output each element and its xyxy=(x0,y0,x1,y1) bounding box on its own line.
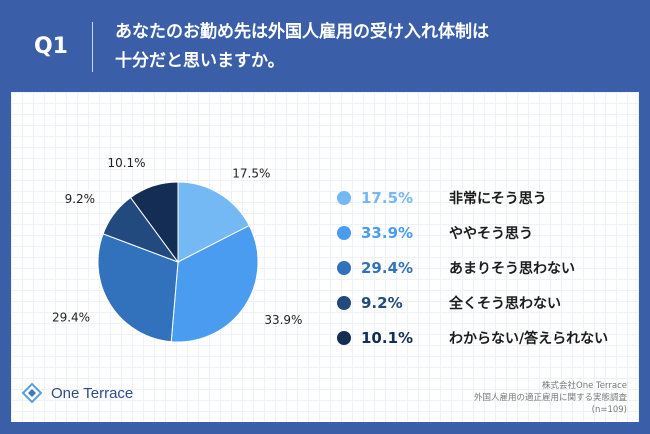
chart-legend: 17.5% 非常にそう思う 33.9% ややそう思う 29.4% あまりそう思わない 9.2… xyxy=(337,180,608,355)
pie-data-label-2: 29.4% xyxy=(52,311,90,325)
pie-slice-2 xyxy=(97,233,179,343)
legend-item-2: 29.4% あまりそう思わない xyxy=(337,250,608,285)
question-title-line-1: あなたのお勤め先は外国人雇用の受け入れ体制は xyxy=(115,22,489,42)
legend-swatch-0 xyxy=(337,190,351,205)
pie-slice-1 xyxy=(170,224,259,343)
source-sample-size: (n=109) xyxy=(591,405,627,415)
legend-item-0: 17.5% 非常にそう思う xyxy=(337,180,608,215)
pie-data-label-0: 17.5% xyxy=(232,166,270,180)
legend-swatch-2 xyxy=(337,260,351,275)
legend-value-0: 17.5% xyxy=(361,188,414,207)
pie-slice-4 xyxy=(129,181,179,264)
one-terrace-logo-icon xyxy=(21,382,43,404)
question-number: Q1 xyxy=(33,34,68,59)
logo-text: One Terrace xyxy=(51,384,134,402)
legend-label-1: ややそう思う xyxy=(449,225,533,242)
pie-data-label-3: 9.2% xyxy=(65,192,96,206)
legend-value-2: 29.4% xyxy=(361,258,414,277)
legend-label-4: わからない/答えられない xyxy=(449,330,609,347)
question-title: あなたのお勤め先は外国人雇用の受け入れ体制は 十分だと思いますか。 xyxy=(115,18,635,76)
legend-item-3: 9.2% 全くそう思わない xyxy=(337,285,608,320)
question-title-line-2: 十分だと思いますか。 xyxy=(115,51,285,71)
legend-label-0: 非常にそう思う xyxy=(449,190,547,207)
legend-value-4: 10.1% xyxy=(361,328,414,347)
legend-value-1: 33.9% xyxy=(361,223,414,242)
source-survey: 外国人雇用の適正雇用に関する実態調査 xyxy=(473,393,627,403)
legend-item-4: 10.1% わからない/答えられない xyxy=(337,320,608,355)
legend-swatch-3 xyxy=(337,295,351,310)
legend-swatch-1 xyxy=(337,225,351,240)
chart-card: 17.5% 33.9% 29.4% 9.2% 10.1% 17.5% 非常にそう思う 33.… xyxy=(11,92,639,422)
header-banner: Q1 あなたのお勤め先は外国人雇用の受け入れ体制は 十分だと思いますか。 xyxy=(0,0,650,92)
pie-slice-0 xyxy=(177,181,250,263)
source-note: 株式会社One Terrace 外国人雇用の適正雇用に関する実態調査 (n=10… xyxy=(474,380,627,416)
company-logo: One Terrace xyxy=(21,382,133,404)
legend-item-1: 33.9% ややそう思う xyxy=(337,215,608,250)
legend-label-2: あまりそう思わない xyxy=(449,260,575,277)
legend-value-3: 9.2% xyxy=(361,293,403,312)
source-company: 株式会社One Terrace xyxy=(542,381,627,391)
header-divider xyxy=(92,22,93,72)
pie-chart: 17.5% 33.9% 29.4% 9.2% 10.1% xyxy=(52,156,302,343)
legend-label-3: 全くそう思わない xyxy=(449,295,561,312)
pie-data-label-1: 33.9% xyxy=(264,313,302,327)
legend-swatch-4 xyxy=(337,330,351,345)
pie-data-label-4: 10.1% xyxy=(107,156,145,170)
